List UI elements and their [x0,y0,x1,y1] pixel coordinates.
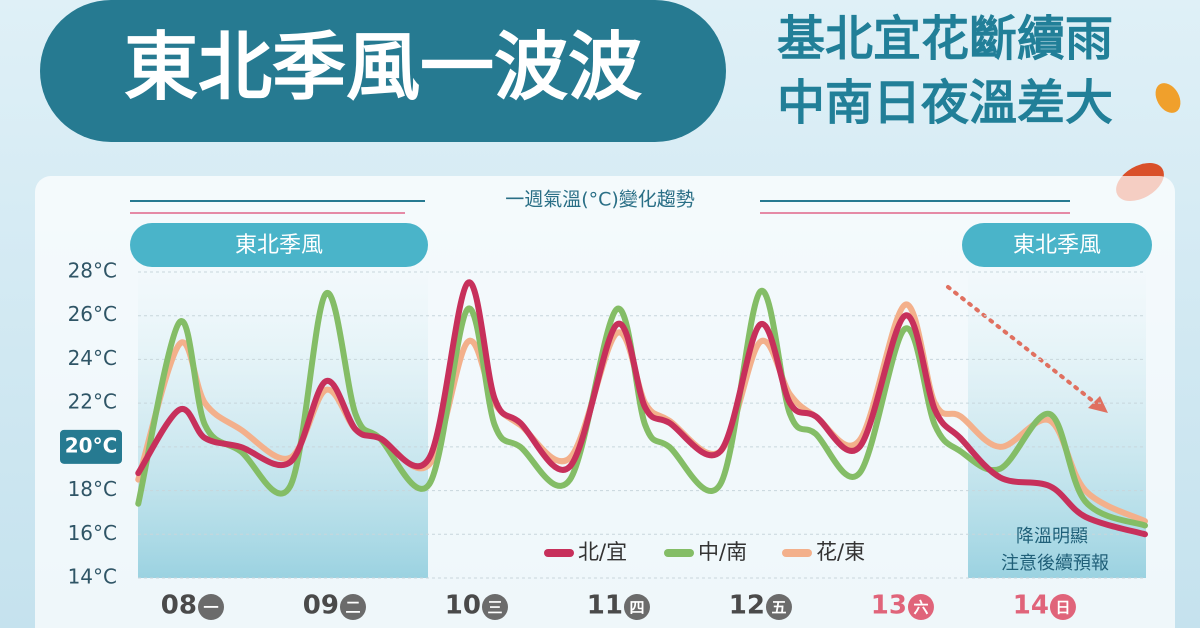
headline: 東北季風一波波 [124,25,642,111]
weekday-label: 六 [913,599,928,617]
title-pill [40,0,726,142]
monsoon-band [138,230,428,578]
trend-arrow-head [1088,396,1108,413]
weekday-badge [765,594,792,620]
y-tick-label: 20°C [65,433,118,457]
weekday-label: 一 [203,599,218,617]
weekday-badge [1049,594,1076,620]
weekday-badge [907,594,934,620]
series-line [135,279,1148,538]
weekday-badge [197,594,224,620]
x-tick-label: 12 [729,591,765,621]
legend-label: 北/宜 [578,540,627,564]
weekday-label: 五 [771,599,786,617]
y-tick-label: 14°C [68,565,117,589]
weekday-badge [339,594,366,620]
weekday-badge [481,594,508,620]
x-tick-label: 14 [1013,591,1049,621]
leaf [1155,83,1181,113]
band-label-pill [962,223,1152,267]
y-tick-label: 26°C [68,302,117,326]
y-tick-label: 28°C [68,259,117,283]
chart-title: 一週氣溫(°C)變化趨勢 [505,189,695,211]
weekday-badge [623,594,650,620]
band-label: 東北季風 [1013,233,1101,258]
x-tick-label: 10 [445,591,481,621]
weekday-label: 二 [345,599,360,617]
subtitle: 中南日夜溫差大 [777,75,1113,131]
y-tick-label: 22°C [68,390,117,414]
x-tick-label: 11 [587,591,623,621]
band-label-pill [130,223,428,267]
legend-label: 中/南 [698,540,747,564]
y-tick-label: 24°C [68,346,117,370]
legend-label: 花/東 [816,540,865,564]
x-tick-label: 13 [871,591,907,621]
y-tick-highlight [60,429,122,464]
y-tick-label: 18°C [68,477,117,501]
weekday-label: 日 [1055,599,1070,617]
y-tick-label: 16°C [68,521,117,545]
weekday-label: 四 [629,599,644,617]
x-tick-label: 08 [161,591,197,621]
subtitle: 基北宜花斷續雨 [777,11,1113,67]
x-tick-label: 09 [303,591,339,621]
weekday-label: 三 [487,599,502,617]
annotation: 降溫明顯 [1016,526,1088,547]
band-label: 東北季風 [235,233,323,258]
plot: 14°C 16°C 18°C 20°C 22°C 24°C 26°C 28°C 08 一 09 二 10… [60,259,1148,621]
annotation: 注意後續預報 [1001,553,1109,574]
